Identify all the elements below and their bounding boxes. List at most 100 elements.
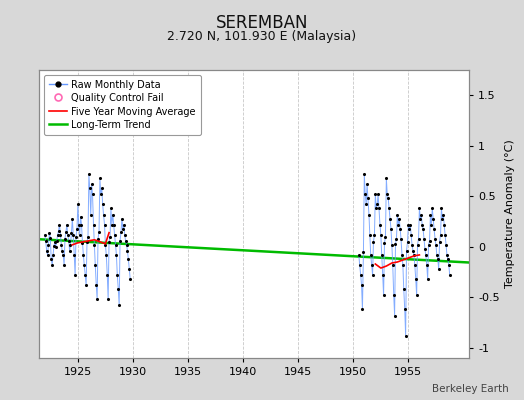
Point <box>441 232 449 238</box>
Point <box>123 242 131 248</box>
Point <box>88 181 96 187</box>
Point <box>371 191 379 198</box>
Point <box>412 292 421 298</box>
Point <box>103 272 112 278</box>
Point <box>389 292 398 298</box>
Point <box>47 256 56 262</box>
Point <box>392 236 401 242</box>
Point <box>41 232 49 238</box>
Point <box>46 234 54 241</box>
Point <box>68 215 77 222</box>
Point <box>89 222 97 228</box>
Point <box>372 205 380 212</box>
Point <box>111 232 119 238</box>
Point <box>390 312 399 319</box>
Point <box>126 276 134 282</box>
Point <box>79 252 88 258</box>
Point <box>403 238 412 245</box>
Point <box>391 241 400 247</box>
Point <box>395 215 403 222</box>
Point <box>74 222 83 228</box>
Point <box>125 266 134 272</box>
Point <box>429 215 438 222</box>
Point <box>364 195 372 202</box>
Point <box>55 222 63 228</box>
Point <box>119 222 128 228</box>
Point <box>415 205 423 212</box>
Point <box>444 256 452 262</box>
Point <box>48 262 57 268</box>
Point <box>370 232 379 238</box>
Point <box>369 238 378 245</box>
Point <box>93 296 101 302</box>
Point <box>358 306 367 313</box>
Point <box>100 211 108 218</box>
Point <box>433 256 442 262</box>
Point <box>67 242 75 248</box>
Point <box>414 236 423 242</box>
Point <box>365 211 373 218</box>
Point <box>69 232 78 238</box>
Point <box>72 234 80 240</box>
Point <box>57 242 66 248</box>
Point <box>363 181 372 187</box>
Point <box>442 242 450 248</box>
Point <box>406 222 414 228</box>
Point <box>74 201 82 208</box>
Point <box>408 242 416 248</box>
Point <box>43 252 52 258</box>
Point <box>117 228 125 235</box>
Point <box>106 234 114 240</box>
Point <box>374 191 383 198</box>
Point <box>78 240 86 246</box>
Point <box>56 232 64 238</box>
Point <box>102 252 111 258</box>
Point <box>356 272 365 278</box>
Point <box>52 238 61 244</box>
Point <box>440 222 449 228</box>
Point <box>123 248 132 254</box>
Point <box>361 191 369 198</box>
Point <box>75 232 84 238</box>
Point <box>389 262 397 268</box>
Point <box>421 246 429 252</box>
Point <box>376 222 384 228</box>
Point <box>101 242 110 248</box>
Point <box>86 211 95 218</box>
Point <box>41 238 50 244</box>
Point <box>92 282 101 288</box>
Point <box>63 222 71 228</box>
Point <box>355 252 363 258</box>
Point <box>422 252 430 258</box>
Point <box>413 242 422 248</box>
Point <box>357 282 366 288</box>
Point <box>83 238 91 245</box>
Point <box>366 252 375 258</box>
Point <box>62 228 70 235</box>
Point <box>104 296 112 302</box>
Point <box>410 252 418 258</box>
Point <box>360 171 368 177</box>
Point <box>373 201 381 208</box>
Point <box>398 252 406 258</box>
Point <box>431 236 439 242</box>
Point <box>377 252 386 258</box>
Point <box>113 272 122 278</box>
Point <box>409 248 417 254</box>
Point <box>118 215 126 222</box>
Point <box>387 226 395 232</box>
Point <box>100 222 108 228</box>
Point <box>411 262 419 268</box>
Point <box>396 226 405 232</box>
Point <box>385 205 394 212</box>
Point <box>64 238 73 244</box>
Point <box>432 242 440 248</box>
Point <box>49 252 57 258</box>
Point <box>378 272 387 278</box>
Point <box>84 234 92 240</box>
Point <box>425 238 434 244</box>
Point <box>388 242 396 248</box>
Point <box>420 236 428 242</box>
Point <box>108 211 117 218</box>
Point <box>416 215 424 222</box>
